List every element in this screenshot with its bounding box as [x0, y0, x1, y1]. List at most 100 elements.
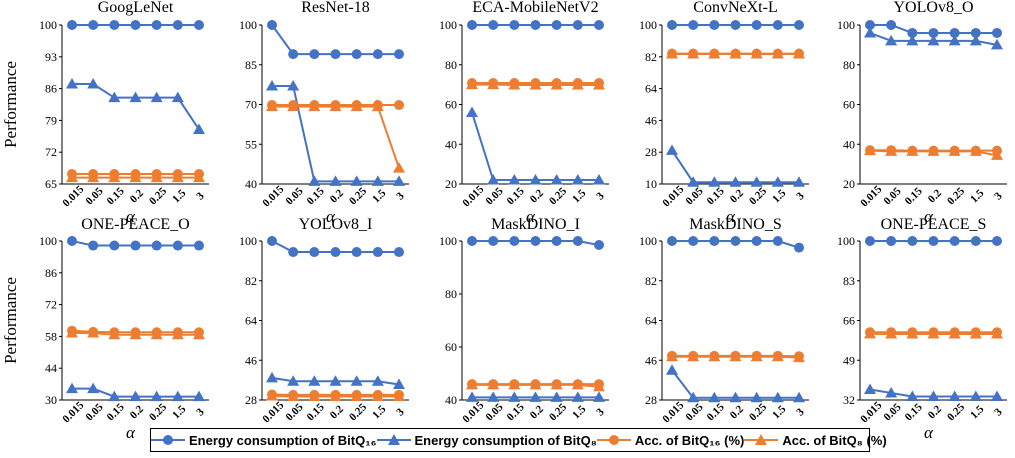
y-tick-label: 72 — [45, 145, 57, 159]
data-point — [193, 171, 205, 183]
data-point — [267, 236, 277, 246]
data-point — [751, 236, 762, 246]
x-tick-label: 1.5 — [770, 187, 789, 206]
x-tick-label: 0.15 — [705, 401, 727, 423]
x-tick-label: 0.15 — [305, 185, 327, 207]
data-point — [466, 378, 478, 390]
data-point — [488, 236, 499, 246]
data-point — [150, 390, 163, 402]
data-point — [907, 236, 918, 246]
y-tick-label: 28 — [645, 145, 657, 159]
data-point — [688, 236, 699, 246]
data-point — [530, 236, 541, 246]
data-point — [969, 145, 982, 156]
legend-marker-triangle-blue — [376, 434, 411, 445]
x-tick-label: 0.05 — [484, 185, 506, 207]
data-point — [927, 390, 940, 401]
data-point — [351, 247, 362, 258]
y-axis-label: Performance — [1, 61, 20, 148]
data-point — [886, 236, 897, 246]
x-tick-label: 0.15 — [903, 185, 925, 207]
data-point — [593, 174, 605, 185]
data-point — [194, 240, 204, 251]
data-point — [88, 240, 99, 251]
x-axis-label: α — [126, 423, 136, 442]
legend-item-energy-bitq16: Energy consumption of BitQ₁₆ — [151, 433, 377, 448]
data-point — [394, 247, 404, 258]
x-tick-label: 0.2 — [328, 403, 347, 422]
data-point — [87, 382, 100, 394]
data-point — [371, 100, 384, 112]
data-point — [666, 350, 678, 362]
data-point — [193, 328, 205, 340]
data-point — [771, 47, 784, 59]
data-point — [751, 20, 762, 30]
data-point — [172, 20, 183, 30]
x-tick-label: 0.015 — [660, 399, 686, 425]
legend-marker-circle-orange — [596, 435, 631, 445]
x-tick-label: 0.05 — [284, 185, 306, 207]
data-point — [393, 378, 405, 390]
data-point — [488, 20, 499, 30]
data-point — [688, 20, 699, 30]
y-tick-label: 32 — [843, 393, 855, 407]
data-point — [350, 175, 363, 186]
y-tick-label: 85 — [245, 58, 257, 72]
data-point — [708, 391, 721, 403]
y-tick-label: 40 — [445, 393, 457, 407]
x-tick-label: 3 — [594, 406, 607, 419]
series-line — [272, 105, 400, 169]
data-point — [466, 106, 478, 117]
x-tick-label: 0.25 — [347, 401, 369, 423]
data-point — [992, 236, 1002, 246]
x-tick-label: 0.05 — [684, 401, 706, 423]
x-tick-label: 0.2 — [528, 403, 547, 422]
data-point — [108, 328, 121, 340]
x-tick-label: 1.5 — [968, 403, 987, 422]
data-point — [730, 20, 741, 30]
data-point — [550, 391, 563, 402]
data-point — [129, 171, 142, 183]
data-point — [991, 38, 1003, 50]
series-line — [471, 112, 599, 182]
data-point — [794, 242, 804, 253]
legend-label: Acc. of BitQ₈ (%) — [782, 432, 887, 448]
data-point — [287, 79, 300, 91]
data-point — [571, 378, 584, 390]
data-point — [794, 20, 804, 30]
data-point — [371, 175, 384, 186]
data-point — [687, 391, 700, 403]
data-point — [927, 34, 940, 46]
data-point — [687, 176, 700, 187]
x-tick-label: 0.25 — [147, 401, 169, 423]
data-point — [287, 390, 300, 401]
data-point — [287, 100, 300, 112]
y-tick-label: 60 — [843, 98, 855, 112]
y-tick-label: 20 — [843, 177, 855, 191]
data-point — [466, 78, 478, 90]
data-point — [267, 20, 277, 30]
data-point — [594, 20, 604, 30]
data-point — [308, 175, 321, 186]
data-point — [393, 390, 405, 401]
data-point — [66, 78, 78, 89]
x-tick-label: 0.25 — [747, 401, 769, 423]
data-point — [529, 174, 542, 185]
data-point — [970, 27, 981, 38]
data-point — [393, 162, 405, 173]
data-point — [667, 20, 677, 30]
data-point — [666, 47, 678, 59]
data-point — [572, 236, 583, 246]
data-point — [371, 390, 384, 401]
data-point — [171, 328, 184, 340]
y-tick-label: 28 — [645, 393, 657, 407]
x-tick-label: 0.015 — [260, 399, 286, 425]
legend-marker-triangle-orange — [744, 434, 779, 445]
y-tick-label: 20 — [445, 177, 457, 191]
data-point — [969, 390, 982, 401]
y-tick-label: 64 — [245, 314, 257, 328]
data-point — [194, 20, 204, 30]
